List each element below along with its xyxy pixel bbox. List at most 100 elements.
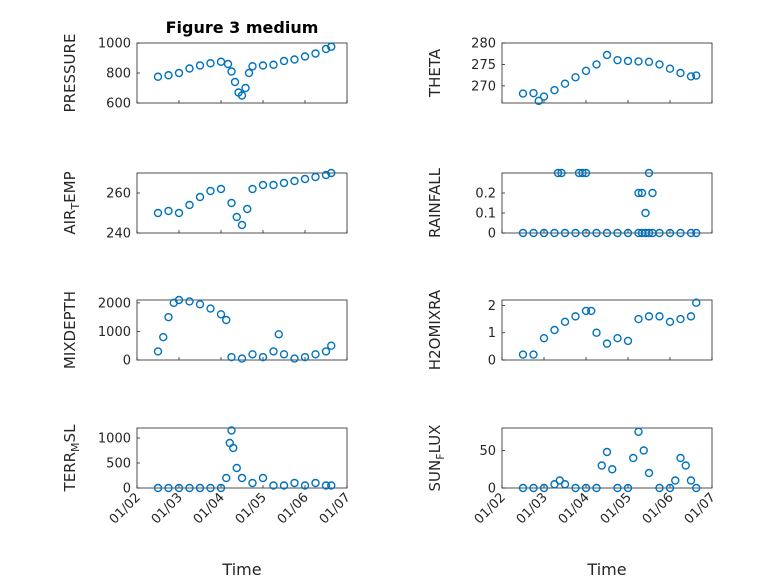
data-point (644, 312, 654, 321)
data-point (557, 168, 566, 178)
data-point (185, 297, 194, 306)
data-point (327, 42, 336, 51)
data-point (237, 91, 247, 100)
data-point (311, 172, 320, 182)
chart-title: Figure 3 medium (166, 18, 319, 37)
data-point (676, 68, 685, 78)
data-point (578, 168, 587, 178)
data-point (602, 447, 612, 457)
data-point (655, 483, 664, 493)
y-axis-label: RAINFALL (426, 167, 444, 238)
data-point (244, 68, 254, 78)
y-tick-label: 2000 (98, 296, 131, 311)
y-tick-label: 0.2 (475, 187, 496, 202)
data-point (229, 443, 238, 453)
data-point (269, 481, 278, 490)
data-point (692, 298, 701, 307)
data-point (623, 483, 633, 493)
data-point (290, 354, 299, 363)
y-tick-label: 500 (106, 457, 131, 472)
data-point (311, 350, 320, 359)
data-point (321, 347, 331, 356)
data-point (648, 188, 657, 198)
data-point (571, 228, 580, 238)
y-axis-label: PRESSURE (61, 34, 79, 113)
data-point (539, 228, 549, 238)
data-point (665, 228, 675, 238)
data-point (665, 483, 675, 493)
y-tick-label: 0 (488, 354, 496, 369)
data-point (602, 228, 612, 238)
data-point (206, 186, 215, 196)
data-point (243, 204, 252, 214)
data-point (518, 228, 528, 238)
data-point (300, 481, 310, 490)
data-point (269, 180, 278, 190)
data-point (539, 92, 549, 101)
data-point (300, 174, 310, 184)
data-point (222, 315, 231, 325)
data-point (676, 228, 685, 238)
subplot-air-temp: 240 260 AIRTEMP (61, 168, 348, 242)
data-point (602, 50, 612, 60)
data-point (644, 168, 654, 178)
data-point (644, 57, 654, 67)
y-tick-label: 260 (106, 187, 131, 202)
data-point (581, 483, 591, 493)
data-point (222, 473, 231, 483)
y-tick-label: 280 (471, 37, 496, 52)
data-point (529, 483, 538, 493)
data-point (195, 192, 205, 202)
data-point (164, 206, 173, 216)
data-point (518, 89, 528, 98)
data-point (629, 453, 638, 463)
y-axis-label: MIXDEPTH (61, 291, 79, 369)
data-point (258, 61, 268, 70)
y-tick-label: 0 (123, 354, 131, 369)
data-point (529, 88, 538, 98)
data-point (550, 85, 559, 95)
data-point (655, 60, 664, 69)
data-point (206, 304, 215, 313)
data-point (581, 228, 591, 238)
data-point (592, 228, 601, 238)
data-point (634, 427, 643, 436)
data-point (623, 228, 633, 238)
data-point (518, 350, 528, 359)
data-point (279, 56, 289, 66)
data-point (639, 446, 648, 455)
axes-frame (501, 299, 713, 361)
data-point (153, 208, 163, 218)
data-point (529, 228, 538, 238)
data-point (321, 481, 331, 490)
data-point (665, 64, 675, 73)
data-point (692, 483, 701, 493)
data-point (227, 67, 236, 76)
data-point (258, 352, 268, 362)
data-point (248, 62, 257, 71)
data-point (174, 208, 184, 218)
data-point (258, 180, 268, 190)
data-point (644, 228, 654, 238)
data-point (676, 314, 685, 324)
data-point (327, 341, 336, 350)
data-point (529, 350, 538, 359)
y-tick-label: 0.1 (475, 207, 496, 222)
data-point (164, 71, 173, 80)
data-point (216, 184, 226, 194)
data-point (692, 228, 701, 238)
data-point (279, 350, 289, 359)
data-point (613, 333, 622, 343)
data-point (290, 478, 299, 488)
data-point (258, 473, 268, 483)
data-point (602, 339, 612, 348)
data-point (237, 473, 247, 483)
data-point (623, 56, 633, 66)
data-point (571, 483, 580, 493)
data-point (206, 483, 215, 493)
axes-frame (136, 299, 348, 361)
data-point (655, 312, 664, 321)
data-point (571, 73, 580, 82)
